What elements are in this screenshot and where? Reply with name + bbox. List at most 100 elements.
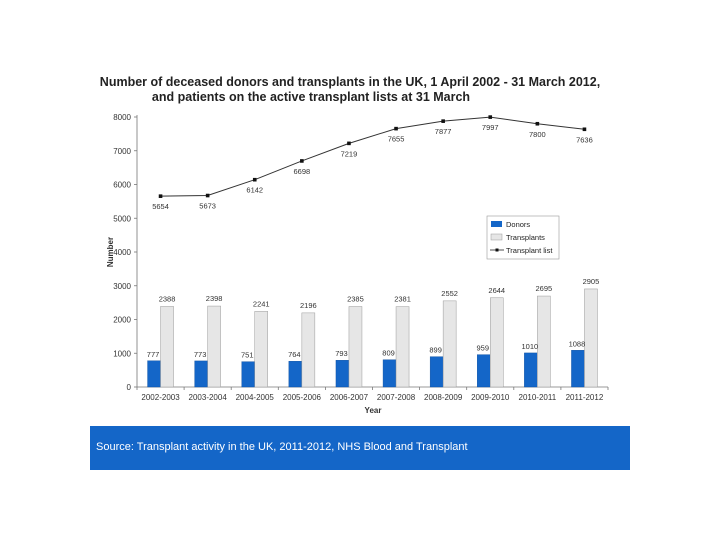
legend-label-donors: Donors [506, 220, 530, 229]
x-axis-label: Year [365, 406, 382, 415]
donors-bar [288, 361, 303, 388]
x-tick-label: 2009-2010 [471, 393, 510, 402]
transplants-bar [254, 311, 268, 388]
donors-value-label: 764 [288, 350, 301, 359]
transplants-bar [584, 288, 598, 388]
transplants-bar [537, 295, 551, 388]
y-tick-label: 3000 [113, 282, 131, 291]
transplant-list-line [158, 115, 587, 198]
transplant-list-point [488, 115, 493, 119]
transplant-list-point [158, 194, 163, 198]
transplant-list-value-label: 7636 [576, 135, 593, 144]
x-tick-label: 2005-2006 [283, 393, 322, 402]
transplants-bar [395, 306, 410, 388]
transplants-bar [160, 306, 174, 388]
transplant-list-point [252, 177, 257, 182]
x-tick-label: 2010-2011 [519, 393, 557, 402]
source-banner: Source: Transplant activity in the UK, 2… [90, 426, 630, 470]
donors-bar [147, 360, 161, 388]
transplant-list-series-line [160, 116, 585, 197]
chart: Number of deceased donors and transplant… [100, 75, 609, 415]
donors-value-label: 751 [241, 351, 254, 360]
legend-swatch-point [495, 248, 499, 252]
transplant-list-point [300, 159, 304, 163]
transplants-value-label: 2385 [347, 295, 364, 304]
x-tick-label: 2007-2008 [377, 393, 416, 402]
source-text: Source: Transplant activity in the UK, 2… [96, 441, 468, 453]
transplants-value-label: 2241 [253, 299, 270, 308]
donors-value-label: 899 [429, 346, 442, 355]
transplant-list-value-label: 5673 [199, 202, 216, 211]
transplant-list-point [535, 121, 540, 126]
transplants-value-label: 2388 [159, 294, 176, 303]
legend-label-transplants: Transplants [506, 233, 545, 242]
transplants-value-label: 2196 [300, 301, 317, 310]
donors-bar [241, 361, 255, 388]
transplants-value-label: 2644 [488, 286, 505, 295]
transplants-bar [348, 306, 363, 388]
donors-bar [429, 356, 444, 388]
legend: Donors Transplants Transplant list [486, 215, 560, 260]
transplant-list-point [441, 119, 445, 123]
transplant-list-value-label: 7219 [341, 149, 358, 158]
y-tick-label: 4000 [113, 248, 131, 257]
donors-value-label: 793 [335, 349, 348, 358]
transplant-list-point [582, 127, 587, 132]
donors-bar [524, 352, 538, 388]
donors-bar [194, 360, 208, 388]
chart-title-line-2: and patients on the active transplant li… [152, 90, 470, 104]
transplants-value-label: 2398 [206, 294, 223, 303]
donors-value-label: 959 [476, 344, 489, 353]
y-tick-label: 1000 [113, 349, 131, 358]
donors-value-label: 777 [147, 350, 160, 359]
transplants-bar [490, 297, 504, 388]
y-tick-label: 5000 [113, 214, 131, 223]
transplant-list-point [205, 193, 210, 198]
transplants-value-label: 2552 [441, 289, 458, 298]
donors-value-label: 809 [382, 349, 395, 358]
x-tick-label: 2011-2012 [566, 393, 604, 402]
chart-title: Number of deceased donors and transplant… [100, 75, 600, 104]
transplants-bar [442, 300, 457, 388]
y-tick-label: 0 [127, 383, 132, 392]
transplant-list-value-label: 7800 [529, 130, 546, 139]
transplants-value-label: 2905 [583, 277, 600, 286]
donors-bar [382, 359, 397, 388]
donors-bar [477, 354, 491, 388]
donors-bar [335, 360, 350, 388]
y-tick-label: 6000 [113, 181, 131, 190]
x-tick-label: 2004-2005 [236, 393, 275, 402]
donors-value-label: 1010 [522, 342, 539, 351]
y-tick-label: 7000 [113, 147, 131, 156]
donors-value-label: 773 [194, 350, 207, 359]
transplants-value-label: 2381 [394, 295, 411, 304]
x-tick-label: 2003-2004 [189, 393, 228, 402]
transplant-list-value-label: 7655 [388, 135, 405, 144]
transplant-list-value-label: 6698 [294, 167, 311, 176]
legend-label-transplant-list: Transplant list [506, 246, 553, 255]
transplant-list-value-label: 6142 [246, 186, 263, 195]
donors-value-label: 1088 [569, 339, 586, 348]
y-axis-label: Number [106, 237, 115, 267]
transplant-list-point [394, 126, 398, 131]
bars [147, 288, 598, 388]
x-tick-label: 2006-2007 [330, 393, 369, 402]
transplant-list-value-label: 7877 [435, 127, 452, 136]
chart-title-line-1: Number of deceased donors and transplant… [100, 75, 600, 89]
data-labels: 777 2388 773 2398 751 2241 764 2196 793 2385 809 23… [147, 123, 600, 360]
legend-swatch-donors [491, 221, 502, 227]
y-tick-label: 8000 [113, 113, 131, 122]
x-tick-label: 2008-2009 [424, 393, 463, 402]
transplants-value-label: 2695 [536, 284, 553, 293]
donors-bar [571, 350, 585, 388]
x-tick-label: 2002-2003 [141, 393, 180, 402]
transplant-list-value-label: 7997 [482, 123, 499, 132]
transplant-list-value-label: 5654 [152, 202, 169, 211]
transplant-list-point [347, 141, 351, 146]
legend-swatch-transplants [490, 233, 503, 241]
transplants-bar [207, 305, 221, 388]
axes: 0 1000 2000 3000 4000 5000 6000 7000 8000 2002-20… [113, 113, 609, 402]
y-tick-label: 2000 [113, 316, 131, 325]
transplants-bar [301, 312, 316, 388]
